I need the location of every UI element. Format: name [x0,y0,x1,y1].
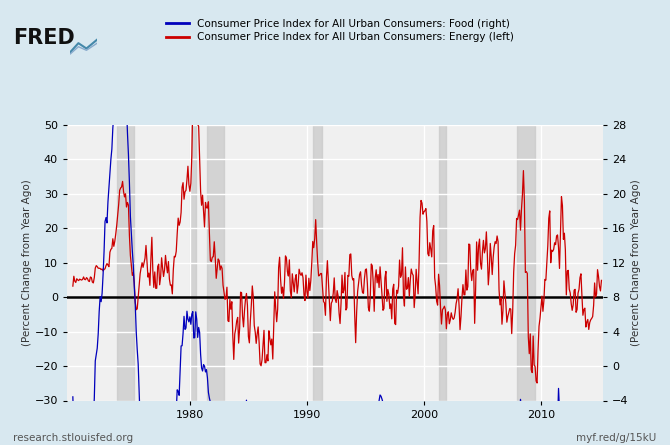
Bar [190,125,196,400]
Bar [439,125,446,400]
Text: myf.red/g/15kU: myf.red/g/15kU [576,433,657,442]
Bar [517,125,535,400]
Text: research.stlouisfed.org: research.stlouisfed.org [13,433,133,442]
Bar [208,125,224,400]
Text: FRED: FRED [13,28,75,49]
Bar [117,125,134,400]
Bar [313,125,322,400]
Legend: Consumer Price Index for All Urban Consumers: Food (right), Consumer Price Index: Consumer Price Index for All Urban Consu… [166,19,514,42]
Y-axis label: (Percent Change from Year Ago): (Percent Change from Year Ago) [21,179,31,346]
Y-axis label: (Percent Change from Year Ago): (Percent Change from Year Ago) [631,179,641,346]
